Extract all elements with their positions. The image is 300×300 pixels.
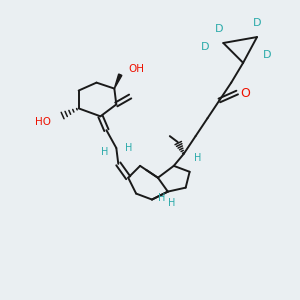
Text: D: D [201, 42, 210, 52]
Text: H: H [124, 143, 132, 153]
Text: H: H [194, 153, 201, 163]
Text: H: H [101, 147, 108, 157]
Text: H: H [158, 193, 166, 202]
Text: OH: OH [128, 64, 144, 74]
Text: H: H [168, 199, 176, 208]
Polygon shape [114, 74, 122, 88]
Text: D: D [253, 18, 261, 28]
Text: D: D [215, 24, 224, 34]
Text: O: O [240, 87, 250, 100]
Text: D: D [263, 50, 271, 60]
Text: HO: HO [35, 117, 51, 127]
